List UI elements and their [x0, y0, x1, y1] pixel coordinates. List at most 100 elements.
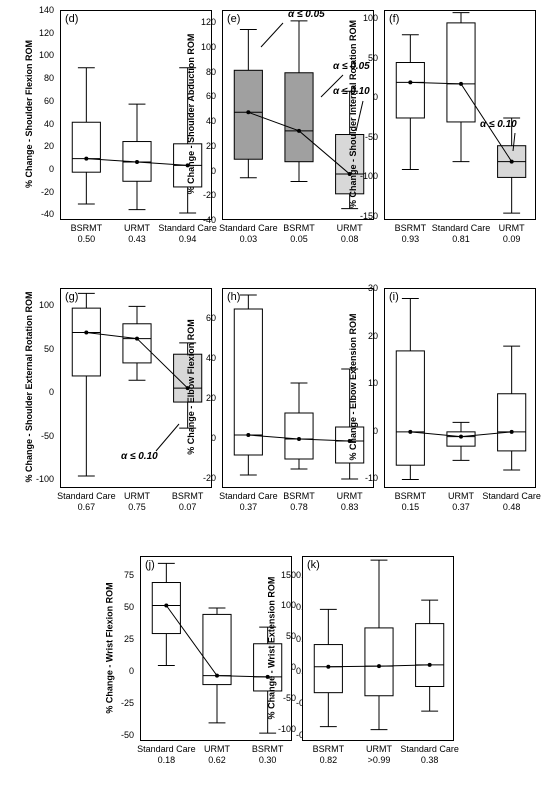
ytick-label: 140	[39, 5, 54, 15]
ytick-label: 150	[281, 570, 296, 580]
ytick-label: 100	[39, 300, 54, 310]
xgroup-label: Standard Care0.94	[158, 223, 218, 245]
ytick-label: 20	[368, 331, 378, 341]
subplot-tag-i: (i)	[389, 291, 399, 303]
ytick-label: 40	[206, 353, 216, 363]
ytick-label: 0	[291, 662, 296, 672]
ytick-label: 25	[124, 634, 134, 644]
ytick-label: -25	[121, 698, 134, 708]
alpha-annotation: α ≤ 0.05	[288, 9, 325, 20]
ytick-label: 0	[211, 433, 216, 443]
ylabel-g: % Change - Shoulder External Rotation RO…	[24, 287, 34, 487]
ytick-label: 60	[44, 96, 54, 106]
ytick-label: 0	[129, 666, 134, 676]
panel-i: (i)-100102030% Change - Elbow Extension …	[384, 288, 536, 488]
xlabels-h: Standard Care0.37BSRMT0.78URMT0.83	[223, 491, 375, 521]
xlabels-g: Standard Care0.67URMT0.75BSRMT0.07	[61, 491, 213, 521]
ytick-label: -20	[41, 187, 54, 197]
xgroup-label: BSRMT0.07	[158, 491, 218, 513]
ytick-label: 20	[206, 141, 216, 151]
box	[285, 73, 313, 162]
subplot-tag-g: (g)	[65, 291, 78, 303]
ytick-label: 30	[368, 283, 378, 293]
box	[365, 628, 393, 696]
xgroup-label: URMT0.09	[482, 223, 542, 245]
ytick-label: 50	[124, 602, 134, 612]
ytick-label: 0	[373, 426, 378, 436]
ytick-label: -100	[36, 474, 54, 484]
ytick-label: -10	[365, 473, 378, 483]
subplot-tag-e: (e)	[227, 13, 240, 25]
panel-k: (k)-100-50050100150% Change - Wrist Exte…	[302, 556, 454, 741]
panel-f: (f)-150-100-50050100α ≤ 0.10% Change - S…	[384, 10, 536, 220]
ytick-label: -20	[203, 190, 216, 200]
ytick-label: 100	[201, 42, 216, 52]
box	[396, 63, 424, 118]
box	[152, 583, 180, 634]
xlabels-k: BSRMT0.82URMT>0.99Standard Care0.38	[303, 744, 455, 774]
ytick-label: 50	[286, 631, 296, 641]
ytick-label: 120	[39, 28, 54, 38]
ytick-label: -100	[278, 724, 296, 734]
ytick-label: 40	[44, 119, 54, 129]
box	[123, 324, 151, 363]
xlabels-j: Standard Care0.18URMT0.62BSRMT0.30	[141, 744, 293, 774]
subplot-tag-h: (h)	[227, 291, 240, 303]
chart-svg-f	[385, 11, 537, 221]
ylabel-h: % Change - Elbow Flexion ROM	[186, 287, 196, 487]
ytick-label: 0	[49, 164, 54, 174]
ylabel-j: % Change - Wrist Flexion ROM	[104, 555, 114, 740]
alpha-annotation: α ≤ 0.10	[480, 119, 517, 130]
ylabel-i: % Change - Elbow Extension ROM	[348, 287, 358, 487]
xlabels-d: BSRMT0.50URMT0.43Standard Care0.94	[61, 223, 213, 253]
ytick-label: 60	[206, 91, 216, 101]
alpha-annotation: α ≤ 0.10	[121, 451, 158, 462]
xlabels-i: BSRMT0.15URMT0.37Standard Care0.48	[385, 491, 537, 521]
ytick-label: 80	[44, 73, 54, 83]
ytick-label: 50	[44, 344, 54, 354]
ytick-label: -50	[365, 132, 378, 142]
ytick-label: -50	[41, 431, 54, 441]
ylabel-e: % Change - Shoulder Abduction ROM	[186, 9, 196, 219]
box	[285, 413, 313, 459]
ytick-label: 120	[201, 17, 216, 27]
ytick-label: -20	[203, 473, 216, 483]
ytick-label: -40	[203, 215, 216, 225]
box	[72, 308, 100, 376]
ytick-label: 10	[368, 378, 378, 388]
subplot-tag-k: (k)	[307, 559, 320, 571]
xgroup-label: URMT0.83	[320, 491, 380, 513]
ylabel-k: % Change - Wrist Extension ROM	[266, 555, 276, 740]
chart-svg-k	[303, 557, 455, 742]
ytick-label: 100	[363, 13, 378, 23]
xgroup-label: Standard Care0.38	[400, 744, 460, 766]
box	[447, 432, 475, 446]
ytick-label: -100	[360, 171, 378, 181]
xlabels-f: BSRMT0.93Standard Care0.81URMT0.09	[385, 223, 537, 253]
ytick-label: 50	[368, 53, 378, 63]
ytick-label: 0	[211, 166, 216, 176]
xgroup-label: URMT0.08	[320, 223, 380, 245]
box	[416, 624, 444, 687]
ytick-label: -50	[283, 693, 296, 703]
ylabel-f: % Change - Shoulder Internal Rotation RO…	[348, 9, 358, 219]
ytick-label: 0	[373, 92, 378, 102]
ytick-label: 100	[281, 600, 296, 610]
ytick-label: 100	[39, 50, 54, 60]
xlabels-e: Standard Care0.03BSRMT0.05URMT0.08	[223, 223, 375, 253]
ytick-label: 20	[44, 141, 54, 151]
ytick-label: 20	[206, 393, 216, 403]
ylabel-d: % Change - Shoulder Flexion ROM	[24, 9, 34, 219]
ytick-label: -50	[121, 730, 134, 740]
xgroup-label: BSRMT0.30	[238, 744, 298, 766]
ytick-label: 40	[206, 116, 216, 126]
xgroup-label: Standard Care0.48	[482, 491, 542, 513]
ytick-label: -150	[360, 211, 378, 221]
ytick-label: 75	[124, 570, 134, 580]
box	[447, 23, 475, 122]
subplot-tag-j: (j)	[145, 559, 155, 571]
box	[396, 351, 424, 465]
ytick-label: 60	[206, 313, 216, 323]
ytick-label: 80	[206, 67, 216, 77]
chart-svg-i	[385, 289, 537, 489]
